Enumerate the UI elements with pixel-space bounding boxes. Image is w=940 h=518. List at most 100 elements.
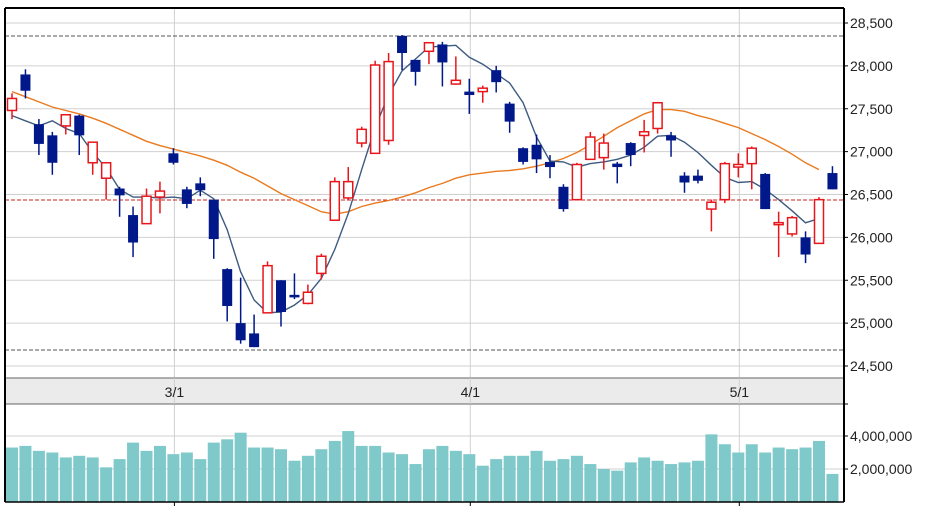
candle-down — [531, 134, 542, 174]
candle-down — [289, 273, 300, 300]
candle-down — [625, 142, 636, 167]
candle-body — [141, 195, 152, 225]
candle-down — [491, 65, 502, 93]
candle-body — [679, 175, 690, 183]
volume-bar — [32, 450, 45, 502]
volume-bar — [436, 445, 449, 502]
volume-bar — [759, 452, 772, 502]
candle-up — [154, 181, 166, 214]
candle-up — [343, 167, 354, 200]
candle-body — [262, 264, 273, 314]
candle-body — [558, 186, 569, 210]
candle-up — [356, 126, 367, 148]
candle-body — [397, 35, 408, 54]
candlesticks — [6, 35, 838, 348]
candle-down — [181, 186, 192, 209]
volume-tick-label: 4,000,000 — [850, 428, 912, 444]
volume-bar — [86, 457, 99, 502]
candle-body — [531, 144, 542, 160]
candle-up — [6, 93, 18, 120]
volume-bar — [449, 450, 462, 502]
candle-body — [477, 87, 488, 93]
volume-bar — [544, 460, 556, 502]
candle-up — [719, 161, 731, 204]
volume-bar — [275, 449, 287, 502]
candle-down — [20, 69, 31, 99]
candle-body — [800, 237, 811, 255]
volume-bar — [597, 469, 610, 502]
candle-down — [666, 131, 677, 157]
candle-up — [383, 53, 394, 145]
volume-bar — [611, 470, 624, 502]
candle-down — [464, 78, 475, 114]
candle-down — [235, 277, 246, 344]
volume-bar — [570, 455, 583, 502]
volume-bar — [826, 473, 839, 502]
volume-bar — [19, 445, 32, 502]
candle-down — [195, 177, 206, 197]
candle-body — [47, 135, 58, 163]
candle-up — [585, 131, 596, 161]
candle-body — [302, 291, 314, 305]
candle-down — [760, 173, 771, 210]
candle-down — [410, 59, 421, 86]
volume-bar — [476, 465, 489, 502]
volume-bar — [73, 455, 86, 502]
candle-body — [423, 41, 435, 53]
candle-body — [652, 101, 663, 130]
candle-up — [638, 119, 650, 153]
volume-bar — [638, 457, 651, 502]
volume-bar — [369, 445, 382, 502]
candle-up — [571, 162, 583, 201]
candle-up — [329, 177, 341, 221]
candle-up — [423, 41, 435, 65]
candle-up — [652, 101, 663, 134]
candle-up — [369, 60, 381, 155]
candle-body — [450, 79, 462, 85]
volume-bar — [261, 447, 274, 502]
candle-down — [128, 206, 139, 258]
candle-body — [222, 269, 233, 306]
candle-up — [813, 197, 825, 245]
volume-bar — [127, 442, 140, 502]
volume-bar — [732, 452, 745, 502]
volume-bar — [140, 450, 153, 502]
price-tick-label: 28,500 — [850, 15, 893, 31]
candle-body — [20, 74, 31, 91]
candle-body — [760, 173, 771, 210]
volume-bar — [6, 447, 18, 502]
volume-bar — [248, 447, 261, 502]
price-tick-label: 27,500 — [850, 101, 893, 117]
candle-body — [518, 148, 529, 162]
candle-down — [504, 101, 515, 133]
volume-bar — [691, 460, 704, 502]
candle-body — [356, 128, 367, 144]
volume-bar — [799, 447, 812, 502]
candle-up — [450, 56, 462, 85]
candle-down — [679, 172, 690, 193]
volume-bar — [207, 442, 220, 502]
price-tick-label: 27,000 — [850, 144, 893, 160]
candle-body — [786, 216, 798, 235]
candle-body — [87, 141, 98, 164]
volume-bar — [530, 450, 543, 502]
volume-bar — [409, 464, 422, 502]
candle-up — [262, 261, 273, 314]
candle-body — [369, 64, 381, 155]
candle-body — [128, 215, 139, 243]
candle-down — [397, 35, 408, 71]
candle-body — [437, 44, 448, 63]
volume-bar — [624, 462, 637, 502]
candle-down — [33, 119, 44, 156]
date-label: 5/1 — [730, 384, 750, 400]
candle-up — [316, 253, 327, 280]
candle-body — [625, 143, 636, 156]
candle-body — [733, 163, 744, 168]
volume-bar — [786, 449, 799, 502]
candle-body — [813, 198, 825, 245]
candle-body — [464, 91, 475, 96]
candle-down — [74, 114, 85, 156]
candle-up — [706, 199, 717, 232]
candle-down — [249, 314, 260, 348]
